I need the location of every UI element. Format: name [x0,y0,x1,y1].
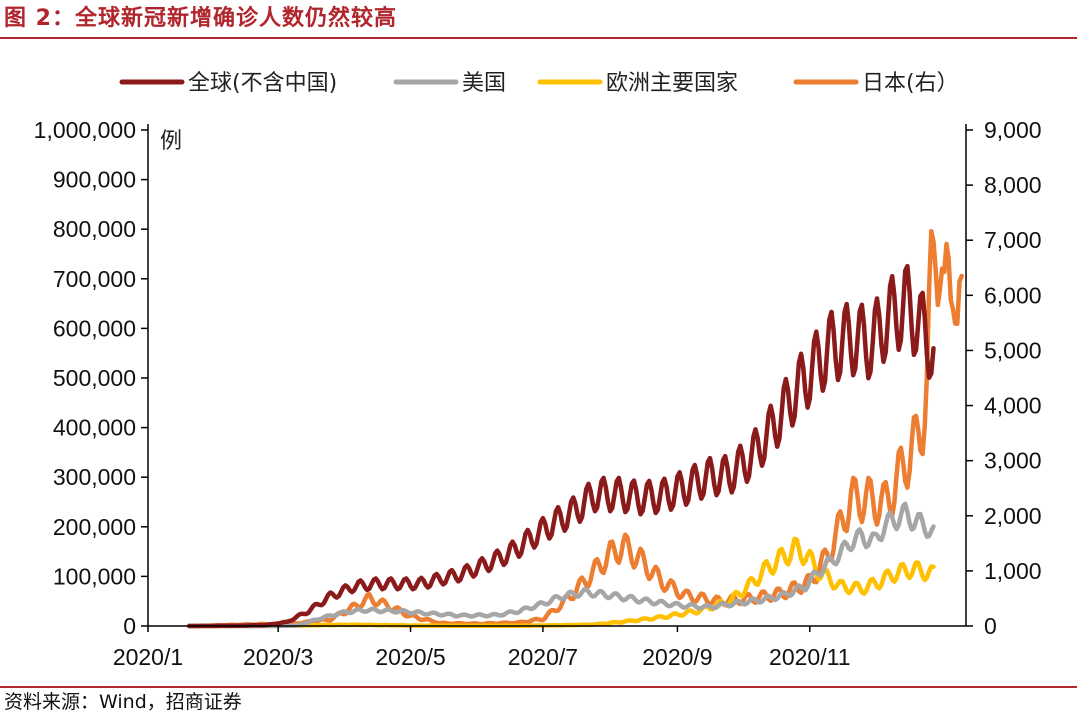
series-line-1 [186,263,936,629]
y-unit-label: 例 [160,129,182,154]
legend-label-3: 欧洲主要国家 [606,71,738,96]
right-tick-label: 7,000 [984,227,1042,253]
legend-label-2: 美国 [462,71,506,96]
right-tick-label: 2,000 [984,503,1042,529]
left-tick-label: 800,000 [53,216,136,242]
x-tick-label: 2020/1 [113,644,183,670]
right-tick-label: 4,000 [984,393,1042,419]
right-tick-label: 8,000 [984,172,1042,198]
x-tick-label: 2020/3 [243,644,313,670]
title-divider [0,37,1077,39]
legend-label-1: 全球(不含中国) [188,71,337,96]
left-tick-label: 500,000 [53,365,136,391]
left-tick-label: 400,000 [53,415,136,441]
right-tick-label: 6,000 [984,282,1042,308]
right-tick-label: 0 [984,613,997,639]
left-tick-label: 0 [123,613,136,639]
left-tick-label: 900,000 [53,167,136,193]
footer-divider [0,686,1077,688]
left-tick-label: 600,000 [53,315,136,341]
right-tick-label: 5,000 [984,337,1042,363]
left-tick-label: 200,000 [53,514,136,540]
series-line-4 [186,229,964,629]
source-note: 资料来源：Wind，招商证券 [4,691,242,713]
left-tick-label: 100,000 [53,563,136,589]
right-tick-label: 1,000 [984,558,1042,584]
line-chart: 全球(不含中国) 美国 欧洲主要国家 日本(右） 0 100,000 200,000 300… [34,71,1042,670]
x-tick-label: 2020/9 [642,644,712,670]
x-tick-label: 2020/7 [508,644,578,670]
left-tick-label: 1,000,000 [34,117,136,143]
right-tick-label: 3,000 [984,448,1042,474]
right-tick-label: 9,000 [984,117,1042,143]
figure-title: 图 2：全球新冠新增确诊人数仍然较高 [4,6,397,31]
series-line-2 [186,501,936,629]
x-tick-label: 2020/11 [769,644,850,670]
left-tick-label: 700,000 [53,266,136,292]
left-tick-label: 300,000 [53,464,136,490]
x-tick-label: 2020/5 [375,644,445,670]
legend-label-4: 日本(右） [862,71,959,96]
